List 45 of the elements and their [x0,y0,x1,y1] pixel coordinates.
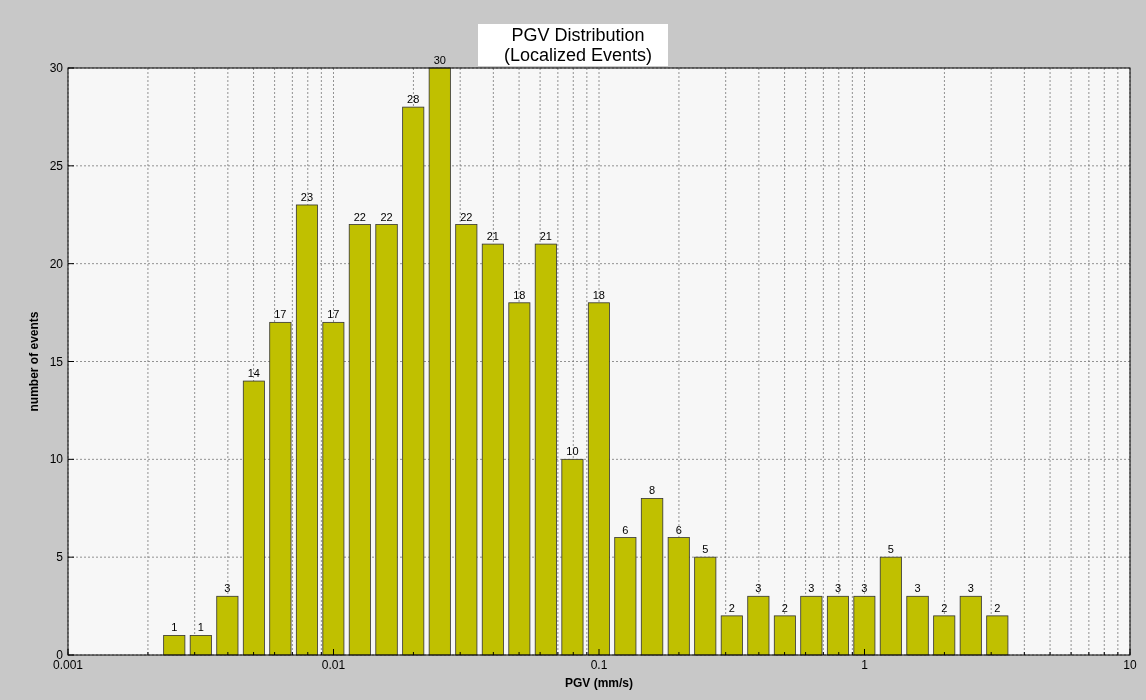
data-label: 2 [728,601,735,614]
x-tick-label: 10 [1123,658,1137,672]
y-tick-label: 10 [49,452,64,467]
data-label: 22 [460,210,473,223]
data-label: 1 [197,621,204,634]
data-label: 17 [274,308,287,321]
data-label: 18 [513,288,526,301]
x-axis-title: PGV (mm/s) [564,676,634,690]
data-label: 3 [967,582,974,595]
data-label: 3 [861,582,868,595]
data-label: 23 [300,190,314,203]
data-label: 2 [994,601,1001,614]
data-label: 30 [433,54,446,66]
data-label: 1 [171,621,178,634]
y-tick-label: 5 [56,550,64,565]
data-label: 6 [622,523,629,536]
data-label: 22 [353,210,366,223]
data-label: 3 [224,582,231,595]
data-label: 3 [755,582,762,595]
data-label: 21 [539,230,552,243]
chart-title: PGV Distribution (Localized Events) [503,25,653,65]
y-tick-label: 15 [49,354,64,369]
y-tick-label: 30 [49,61,64,75]
data-label: 21 [486,230,499,243]
data-label: 14 [247,367,260,380]
y-tick-label: 25 [49,158,64,173]
data-label: 17 [327,308,340,321]
data-label: 10 [566,445,579,458]
data-label: 28 [407,93,420,106]
x-tick-label: 1 [861,658,869,672]
data-label: 3 [834,582,841,595]
data-label: 6 [675,523,682,536]
x-tick-label: 0.1 [590,658,608,672]
data-label: 22 [380,210,393,223]
data-label: 2 [781,601,788,614]
x-tick-label: 0.01 [321,658,346,672]
data-label: 3 [914,582,921,595]
data-label: 5 [887,543,894,556]
data-label: 2 [941,601,948,614]
y-tick-label: 20 [49,256,64,271]
data-label: 5 [702,543,709,556]
data-label: 3 [808,582,815,595]
y-axis-title: number of events [27,311,41,412]
data-label: 8 [648,484,656,497]
data-label: 18 [592,288,605,301]
